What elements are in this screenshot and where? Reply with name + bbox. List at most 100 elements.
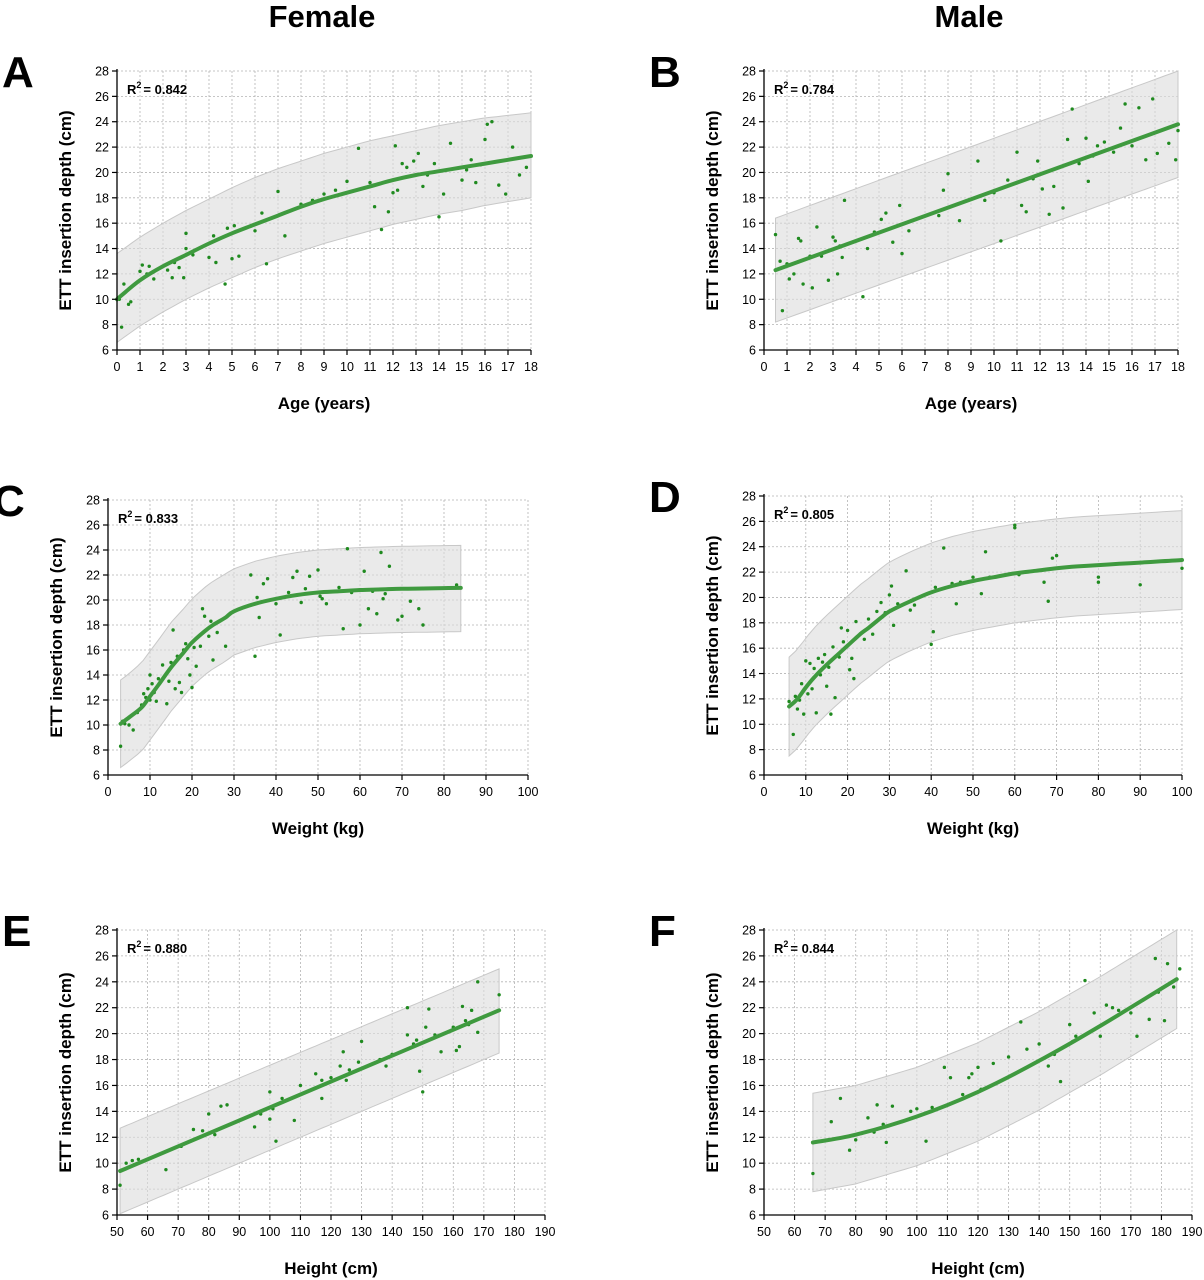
x-tick-label: 12 xyxy=(1033,360,1047,374)
x-tick-label: 0 xyxy=(105,785,112,799)
data-point xyxy=(773,232,778,237)
x-tick-label: 170 xyxy=(473,1225,494,1239)
data-point xyxy=(320,1096,324,1101)
data-point xyxy=(1040,187,1045,191)
data-point xyxy=(152,277,156,281)
data-point xyxy=(780,308,785,313)
data-point xyxy=(341,627,345,631)
data-point xyxy=(1165,961,1170,966)
data-point xyxy=(213,1132,217,1137)
data-point xyxy=(295,569,299,573)
data-point xyxy=(799,681,804,686)
data-point xyxy=(1074,1034,1078,1038)
data-point xyxy=(268,1090,272,1094)
data-point xyxy=(209,619,213,623)
data-point xyxy=(184,246,188,251)
x-tick-label: 10 xyxy=(143,785,157,799)
y-tick-label: 26 xyxy=(86,519,100,533)
data-point xyxy=(1116,1008,1121,1013)
data-point xyxy=(1129,1011,1133,1015)
data-point xyxy=(283,234,287,238)
x-tick-label: 150 xyxy=(1059,1225,1080,1239)
x-tick-label: 190 xyxy=(535,1225,556,1239)
r-squared-value: = 0.833 xyxy=(134,511,178,526)
data-point xyxy=(822,652,827,657)
x-tick-label: 16 xyxy=(478,360,492,374)
data-point xyxy=(150,682,154,686)
data-point xyxy=(421,623,425,627)
x-tick-label: 130 xyxy=(351,1225,372,1239)
data-point xyxy=(999,239,1003,243)
data-point xyxy=(124,1161,128,1165)
x-tick-label: 90 xyxy=(1133,785,1147,799)
data-point xyxy=(839,626,844,630)
data-point xyxy=(146,687,150,691)
y-tick-label: 26 xyxy=(742,949,756,963)
data-point xyxy=(866,1116,870,1120)
chart-panel-d: D0 10 20 30 40 50 60 70 80 90 10068101214161820222… xyxy=(649,473,1192,838)
x-axis-title: Height (cm) xyxy=(931,1259,1025,1278)
data-point xyxy=(827,665,831,669)
data-point xyxy=(1019,1020,1023,1024)
data-point xyxy=(1070,107,1074,111)
data-point xyxy=(405,165,409,170)
data-point xyxy=(130,1158,134,1163)
x-tick-label: 4 xyxy=(853,360,860,374)
data-point xyxy=(948,1075,953,1080)
data-point xyxy=(791,732,795,737)
x-tick-label: 2 xyxy=(160,360,167,374)
data-point xyxy=(850,656,854,661)
x-tick-label: 14 xyxy=(1079,360,1093,374)
x-tick-label: 60 xyxy=(788,1225,802,1239)
x-tick-label: 10 xyxy=(799,785,813,799)
data-point xyxy=(810,286,814,290)
data-point xyxy=(991,1061,995,1066)
data-point xyxy=(182,276,186,280)
data-point xyxy=(207,255,211,260)
x-tick-label: 12 xyxy=(386,360,400,374)
data-point xyxy=(504,192,508,196)
data-point xyxy=(194,664,198,668)
data-point xyxy=(400,161,404,166)
data-point xyxy=(976,159,980,163)
data-point xyxy=(122,282,126,286)
r-squared-value: = 0.842 xyxy=(143,82,187,97)
y-tick-label: 14 xyxy=(742,667,756,681)
y-axis-title: ETT insertion depth (cm) xyxy=(56,972,75,1172)
x-tick-label: 150 xyxy=(412,1225,433,1239)
data-point xyxy=(802,712,806,716)
y-tick-label: 16 xyxy=(742,642,756,656)
x-tick-label: 140 xyxy=(1029,1225,1050,1239)
r-squared-annotation: R2 = 0.844 xyxy=(774,939,835,956)
y-tick-label: 20 xyxy=(86,594,100,608)
data-point xyxy=(983,550,988,554)
data-point xyxy=(870,632,875,636)
x-axis-title: Weight (kg) xyxy=(272,819,364,838)
chart-panel-e: E 50 60 70 80 90 100 110 120 130 140 150 160 170 180 19… xyxy=(2,907,555,1278)
y-tick-label: 22 xyxy=(86,569,100,583)
data-point xyxy=(1178,967,1182,971)
data-point xyxy=(261,582,266,586)
data-point xyxy=(485,122,489,126)
y-tick-label: 26 xyxy=(742,90,756,104)
x-tick-label: 8 xyxy=(945,360,952,374)
data-point xyxy=(232,224,236,228)
data-point xyxy=(1098,1034,1102,1038)
y-tick-label: 18 xyxy=(95,191,109,205)
data-point xyxy=(845,628,850,633)
data-point xyxy=(801,282,805,286)
r-squared-annotation: R2 = 0.880 xyxy=(127,939,187,956)
panel-letter: B xyxy=(649,48,681,97)
data-point xyxy=(1050,556,1055,560)
data-point xyxy=(1036,159,1040,163)
data-point xyxy=(344,1078,348,1082)
data-point xyxy=(1180,566,1184,570)
data-point xyxy=(148,673,152,677)
x-tick-label: 16 xyxy=(1125,360,1139,374)
data-point xyxy=(983,198,987,203)
x-tick-label: 100 xyxy=(259,1225,280,1239)
x-tick-label: 130 xyxy=(998,1225,1019,1239)
data-point xyxy=(808,661,812,666)
data-point xyxy=(1162,1018,1167,1023)
